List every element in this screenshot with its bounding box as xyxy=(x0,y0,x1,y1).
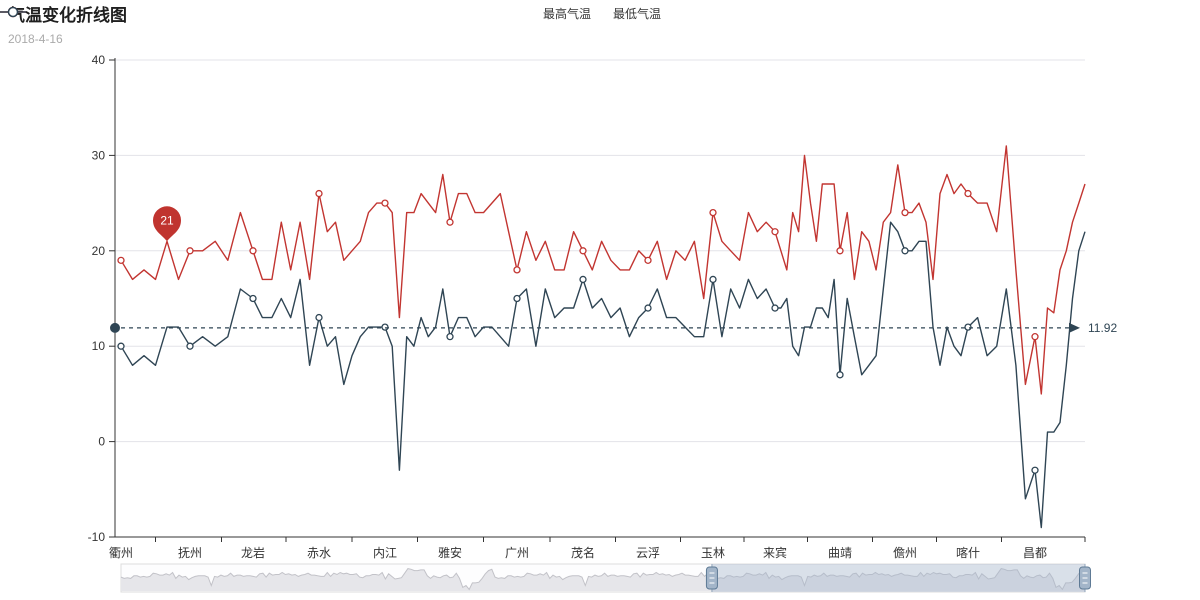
data-point-symbol xyxy=(579,247,587,255)
x-tick-label-city: 曲靖 xyxy=(828,546,852,560)
data-point-symbol xyxy=(249,247,257,255)
data-point-symbol xyxy=(186,247,194,255)
data-point-symbol xyxy=(513,294,521,303)
x-tick-label-city: 玉林 xyxy=(701,546,725,560)
data-point-symbol xyxy=(836,247,844,255)
y-tick-label: 40 xyxy=(92,53,106,67)
data-point-symbol xyxy=(186,342,194,350)
markline-label: 11.92 xyxy=(1088,321,1117,335)
x-tick-label-city: 茂名 xyxy=(571,545,595,560)
data-point-symbol xyxy=(771,304,779,312)
data-point-symbol xyxy=(901,208,909,217)
x-tick-label-city: 来宾 xyxy=(763,545,787,560)
y-tick-label: 30 xyxy=(92,148,106,162)
legend-item-min-temp[interactable]: 最低气温 xyxy=(0,5,662,22)
markpoint-label: 21 xyxy=(160,213,174,227)
data-point-symbol xyxy=(709,208,717,217)
data-point-symbol xyxy=(381,323,389,331)
chart-title: 气温变化折线图 xyxy=(8,6,127,25)
x-tick-label-city: 广州 xyxy=(505,546,529,560)
data-point-symbol xyxy=(249,294,257,303)
data-point-symbol xyxy=(117,342,125,350)
data-point-symbol xyxy=(836,371,844,379)
data-point-symbol xyxy=(901,247,909,255)
data-point-symbol xyxy=(513,266,521,274)
legend: 最高气温 最低气温 xyxy=(0,5,1200,22)
data-point-symbol xyxy=(315,313,323,322)
x-tick-label-city: 雅安 xyxy=(438,545,462,560)
chart-header: 气温变化折线图 2018-4-16 xyxy=(8,5,127,46)
data-point-symbol xyxy=(446,218,454,226)
x-tick-label-city: 抚州 xyxy=(178,546,202,560)
pin-icon xyxy=(153,206,181,242)
datazoom-preview-line xyxy=(120,568,1086,591)
datazoom-preview-area xyxy=(121,568,1085,591)
data-point-symbol xyxy=(1031,333,1039,341)
legend-label-max-temp: 最高气温 xyxy=(542,7,591,21)
x-tick-label-city: 衢州 xyxy=(109,546,133,560)
markline-arrow-icon xyxy=(1069,322,1080,333)
data-point-symbol xyxy=(446,333,454,341)
series-line-max-temp xyxy=(120,145,1086,395)
data-point-symbol xyxy=(1031,466,1039,474)
data-point-symbol xyxy=(381,199,389,207)
series-line-min-temp xyxy=(120,221,1086,529)
data-point-symbol xyxy=(579,275,587,284)
x-tick-label-city: 龙岩 xyxy=(241,545,265,560)
y-tick-label: -10 xyxy=(88,530,106,544)
x-tick-label-city: 儋州 xyxy=(893,546,917,560)
data-point-symbol xyxy=(644,256,652,264)
x-tick-label-city: 喀什 xyxy=(956,546,980,560)
data-point-symbol xyxy=(964,323,972,331)
y-tick-label: 0 xyxy=(98,435,105,449)
y-tick-label: 20 xyxy=(92,244,106,258)
x-tick-label-city: 云浮 xyxy=(636,546,660,560)
markline-start-dot xyxy=(110,322,120,333)
x-tick-label-city: 内江 xyxy=(373,546,397,560)
datazoom-window[interactable] xyxy=(711,564,1085,592)
x-tick-label-city: 赤水 xyxy=(307,546,331,560)
x-tick-label-city: 昌都 xyxy=(1023,546,1047,560)
data-point-symbol xyxy=(117,256,125,264)
legend-item-max-temp[interactable]: 最高气温 xyxy=(0,5,591,22)
y-tick-label: 10 xyxy=(92,339,106,353)
data-point-symbol xyxy=(709,275,717,284)
markpoint-pin: 21 xyxy=(153,206,181,242)
datazoom-slider[interactable] xyxy=(120,563,1091,593)
legend-label-min-temp: 最低气温 xyxy=(613,7,662,21)
data-point-symbol xyxy=(771,228,779,236)
data-point-symbol xyxy=(315,189,323,198)
chart-subtitle: 2018-4-16 xyxy=(8,32,63,47)
datazoom-handle-left[interactable] xyxy=(705,566,718,590)
data-point-symbol xyxy=(644,304,652,312)
datazoom-handle-right[interactable] xyxy=(1079,566,1091,590)
data-point-symbol xyxy=(964,189,972,198)
